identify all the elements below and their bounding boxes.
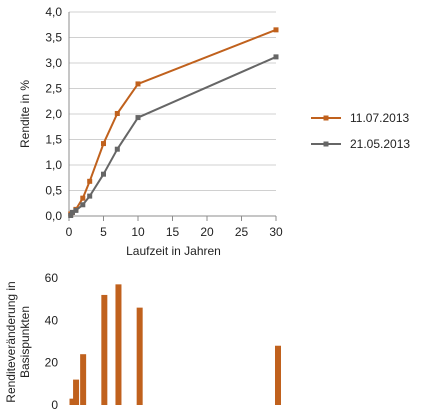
data-point-marker <box>87 178 93 184</box>
y-tick-label: 1,5 <box>45 133 62 147</box>
data-point-marker <box>80 195 86 201</box>
data-point-marker <box>273 27 279 33</box>
y-axis-title-line2: Basispunkten <box>18 306 32 378</box>
x-axis-title: Laufzeit in Jahren <box>126 244 221 258</box>
y-tick-label: 1,0 <box>45 158 62 172</box>
data-point-marker <box>68 212 74 218</box>
bar <box>73 379 80 405</box>
data-point-marker <box>69 209 75 215</box>
bar <box>136 307 143 405</box>
data-point-marker <box>80 202 86 208</box>
bar <box>80 354 87 405</box>
legend-marker <box>323 141 329 147</box>
y-tick-label: 0,5 <box>45 184 62 198</box>
series-line-2 <box>69 55 277 217</box>
data-point-marker <box>114 110 120 116</box>
x-tick-label: 20 <box>200 225 214 239</box>
data-point-marker <box>87 193 93 199</box>
y-tick-label: 40 <box>45 313 59 327</box>
y-tick-label: 0,0 <box>45 209 62 223</box>
y-axis-title: Rendite in % <box>18 80 32 148</box>
data-point-marker <box>114 146 120 152</box>
data-point-marker <box>273 54 279 60</box>
data-point-marker <box>101 171 106 177</box>
data-point-marker <box>101 141 106 147</box>
legend-marker <box>323 115 329 121</box>
x-tick-label: 25 <box>235 225 249 239</box>
bar <box>115 284 122 405</box>
bar <box>69 398 76 405</box>
y-tick-label: 60 <box>45 271 59 285</box>
bar <box>101 294 108 405</box>
x-tick-label: 10 <box>131 225 145 239</box>
y-tick-label: 4,0 <box>45 5 62 19</box>
data-point-marker <box>135 115 141 121</box>
y-tick-label: 0 <box>51 398 58 412</box>
x-tick-label: 0 <box>66 225 73 239</box>
y-tick-label: 3,0 <box>45 56 62 70</box>
data-point-marker <box>73 207 79 213</box>
legend-label: 21.05.2013 <box>350 137 410 151</box>
x-tick-label: 5 <box>100 225 107 239</box>
x-tick-label: 15 <box>166 225 180 239</box>
y-tick-label: 2,0 <box>45 107 62 121</box>
yield-change-bar-chart: 0 20 40 60 Renditeveränderung in Basispunkten <box>4 271 281 412</box>
y-axis-title-line1: Renditeveränderung in <box>4 281 18 402</box>
y-tick-label: 3,5 <box>45 31 62 45</box>
legend-label: 11.07.2013 <box>350 111 409 125</box>
series-line-1 <box>70 28 277 215</box>
y-tick-label: 2,5 <box>45 82 62 96</box>
data-point-marker <box>135 81 141 87</box>
yield-curve-line-chart: 0,0 0,5 1,0 1,5 2,0 2,5 3,0 3,5 4,0 0 5 10 15 20 25 30 L… <box>18 5 283 258</box>
bar <box>275 345 281 405</box>
y-tick-label: 20 <box>45 356 59 370</box>
x-tick-label: 30 <box>269 225 283 239</box>
line-chart-legend: 11.07.2013 21.05.2013 <box>311 111 410 151</box>
